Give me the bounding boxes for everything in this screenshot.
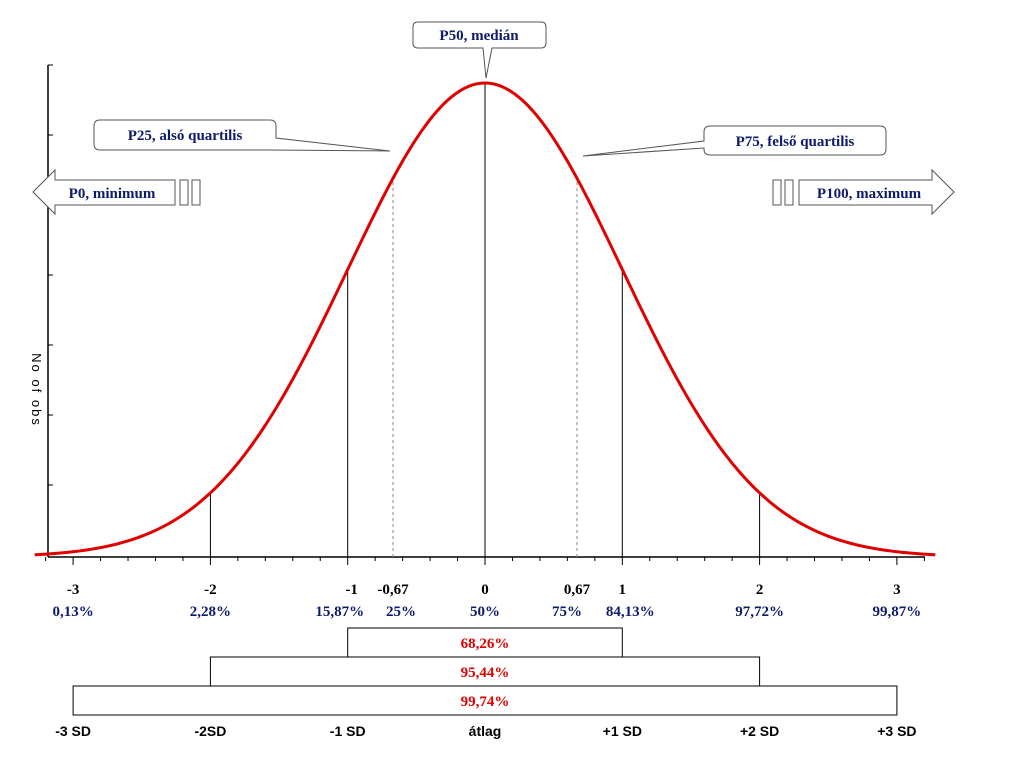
maximum-arrow: P100, maximum — [772, 168, 955, 216]
sd-label: +3 SD — [877, 723, 916, 739]
median-label: P50, medián — [439, 28, 519, 44]
minimum-label: P0, minimum — [69, 186, 156, 202]
x-axis-minor-ticks — [45, 557, 925, 565]
sd-band — [72, 685, 898, 716]
sd-label: -2SD — [194, 723, 226, 739]
median-callout: P50, medián — [412, 21, 547, 79]
lower-quartile-callout: P25, alsó quartilis — [93, 119, 391, 152]
maximum-label: P100, maximum — [817, 186, 922, 202]
y-axis-label: No of obs — [29, 353, 44, 427]
percentile-label: 25% — [386, 604, 416, 620]
z-tick-label: 0 — [481, 582, 489, 598]
percentile-label: 84,13% — [606, 604, 655, 620]
sd-label: átlag — [469, 723, 502, 739]
z-tick-label: 0,67 — [564, 582, 591, 598]
sd-label: +1 SD — [603, 723, 642, 739]
sd-label: -3 SD — [55, 723, 91, 739]
z-tick-label: -0,67 — [377, 582, 409, 598]
lower-quartile-label: P25, alsó quartilis — [128, 128, 243, 144]
sd-band-label: 99,74% — [461, 694, 510, 710]
sd-band — [209, 656, 761, 687]
percentile-label: 75% — [552, 604, 582, 620]
z-tick-label: -3 — [67, 582, 80, 598]
z-tick-label: 2 — [756, 582, 764, 598]
z-tick-label: 1 — [619, 582, 627, 598]
percentile-label: 50% — [470, 604, 500, 620]
upper-quartile-label: P75, felső quartilis — [736, 134, 855, 150]
z-tick-label: -1 — [345, 582, 358, 598]
z-tick-label: 3 — [893, 582, 901, 598]
percentile-label: 15,87% — [315, 604, 364, 620]
percentile-label: 97,72% — [735, 604, 784, 620]
z-tick-labels: -3 0,13% -2 2,28% -1 15,87% -0,67 25% 0 50% 0,67 75… — [52, 582, 921, 620]
sd-bands: 68,26% 95,44% 99,74% — [72, 627, 898, 716]
normal-curve — [34, 81, 936, 557]
upper-quartile-callout: P75, felső quartilis — [582, 125, 887, 157]
sd-labels: -3 SD -2SD -1 SD átlag +1 SD +2 SD +3 SD — [55, 723, 916, 739]
percentile-label: 2,28% — [190, 604, 231, 620]
percentile-label: 99,87% — [873, 604, 922, 620]
sd-label: +2 SD — [740, 723, 779, 739]
minimum-arrow: P0, minimum — [32, 168, 201, 216]
z-guide-lines — [209, 83, 761, 557]
sd-band-label: 95,44% — [461, 665, 510, 681]
sd-label: -1 SD — [330, 723, 366, 739]
sd-band-label: 68,26% — [461, 636, 510, 652]
z-tick-label: -2 — [204, 582, 217, 598]
percentile-label: 0,13% — [52, 604, 93, 620]
